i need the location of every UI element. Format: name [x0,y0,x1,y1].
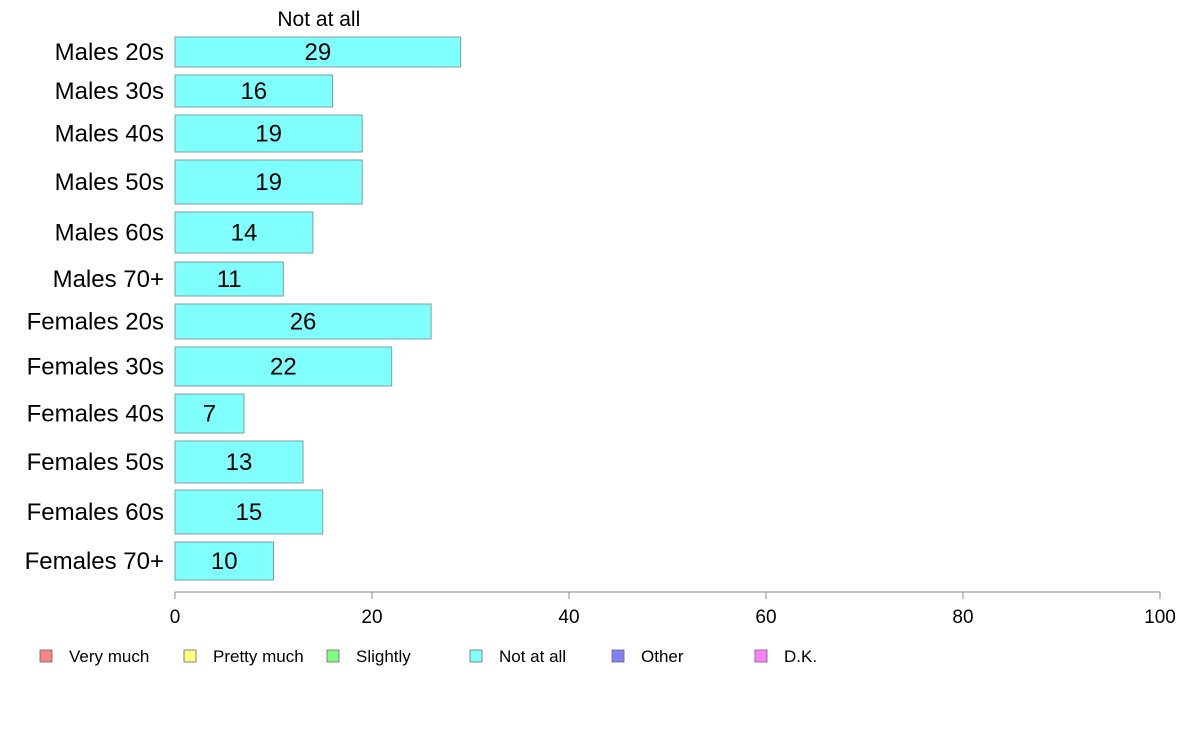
category-label: Males 60s [55,220,164,247]
category-label: Males 70+ [53,266,164,293]
bar [174,74,334,108]
category-label: Females 30s [27,354,164,381]
bar-value-label: 14 [231,220,258,247]
legend-swatch [183,649,197,663]
legend-label: Pretty much [213,647,304,666]
x-tick-label: 40 [558,607,579,628]
legend-swatch [326,649,340,663]
x-tick-label: 100 [1144,607,1176,628]
legend-swatch [611,649,625,663]
bar [174,211,314,254]
bar-value-label: 16 [240,78,267,105]
bar-value-label: 10 [211,548,238,575]
bar [174,541,274,581]
x-axis: 0 20 40 60 80 100 [170,591,1176,628]
bar-value-label: 7 [203,401,216,428]
legend-label: D.K. [784,647,817,666]
x-tick-label: 0 [170,607,181,628]
legend-label: Slightly [356,647,411,666]
bar [174,261,284,297]
bar-value-label: 15 [236,499,263,526]
bar [174,36,462,68]
bar [174,393,245,434]
legend: Very much Pretty much Slightly Not at all Ot… [39,647,817,666]
bar [174,159,363,205]
category-label: Females 40s [27,401,164,428]
bar-value-label: 29 [304,39,331,66]
legend-swatch [39,649,53,663]
bar-value-label: 19 [255,121,282,148]
bars-group [174,36,462,581]
legend-swatch [754,649,768,663]
bar [174,489,324,535]
legend-label: Other [641,647,684,666]
category-label: Females 20s [27,309,164,336]
category-label: Males 40s [55,121,164,148]
category-label: Males 30s [55,78,164,105]
category-label: Males 50s [55,169,164,196]
bar [174,114,363,153]
series-header-label: Not at all [277,8,360,31]
category-label: Females 70+ [25,548,164,575]
bar-value-label: 13 [226,449,253,476]
category-label: Females 60s [27,499,164,526]
bar [174,346,393,387]
x-tick-label: 20 [361,607,382,628]
bar [174,440,304,484]
legend-label: Not at all [499,647,566,666]
legend-swatch [469,649,483,663]
x-tick-label: 60 [755,607,776,628]
legend-label: Very much [69,647,149,666]
bar-value-label: 19 [255,169,282,196]
bar-value-labels: 29 16 19 19 14 11 26 22 7 13 15 10 [203,39,331,575]
bar-value-label: 22 [270,354,297,381]
category-labels: Males 20s Males 30s Males 40s Males 50s Male… [25,39,164,575]
bar-value-label: 11 [217,266,242,293]
category-label: Females 50s [27,449,164,476]
category-label: Males 20s [55,39,164,66]
x-tick-label: 80 [952,607,973,628]
bar-value-label: 26 [290,309,317,336]
bar [174,303,432,340]
